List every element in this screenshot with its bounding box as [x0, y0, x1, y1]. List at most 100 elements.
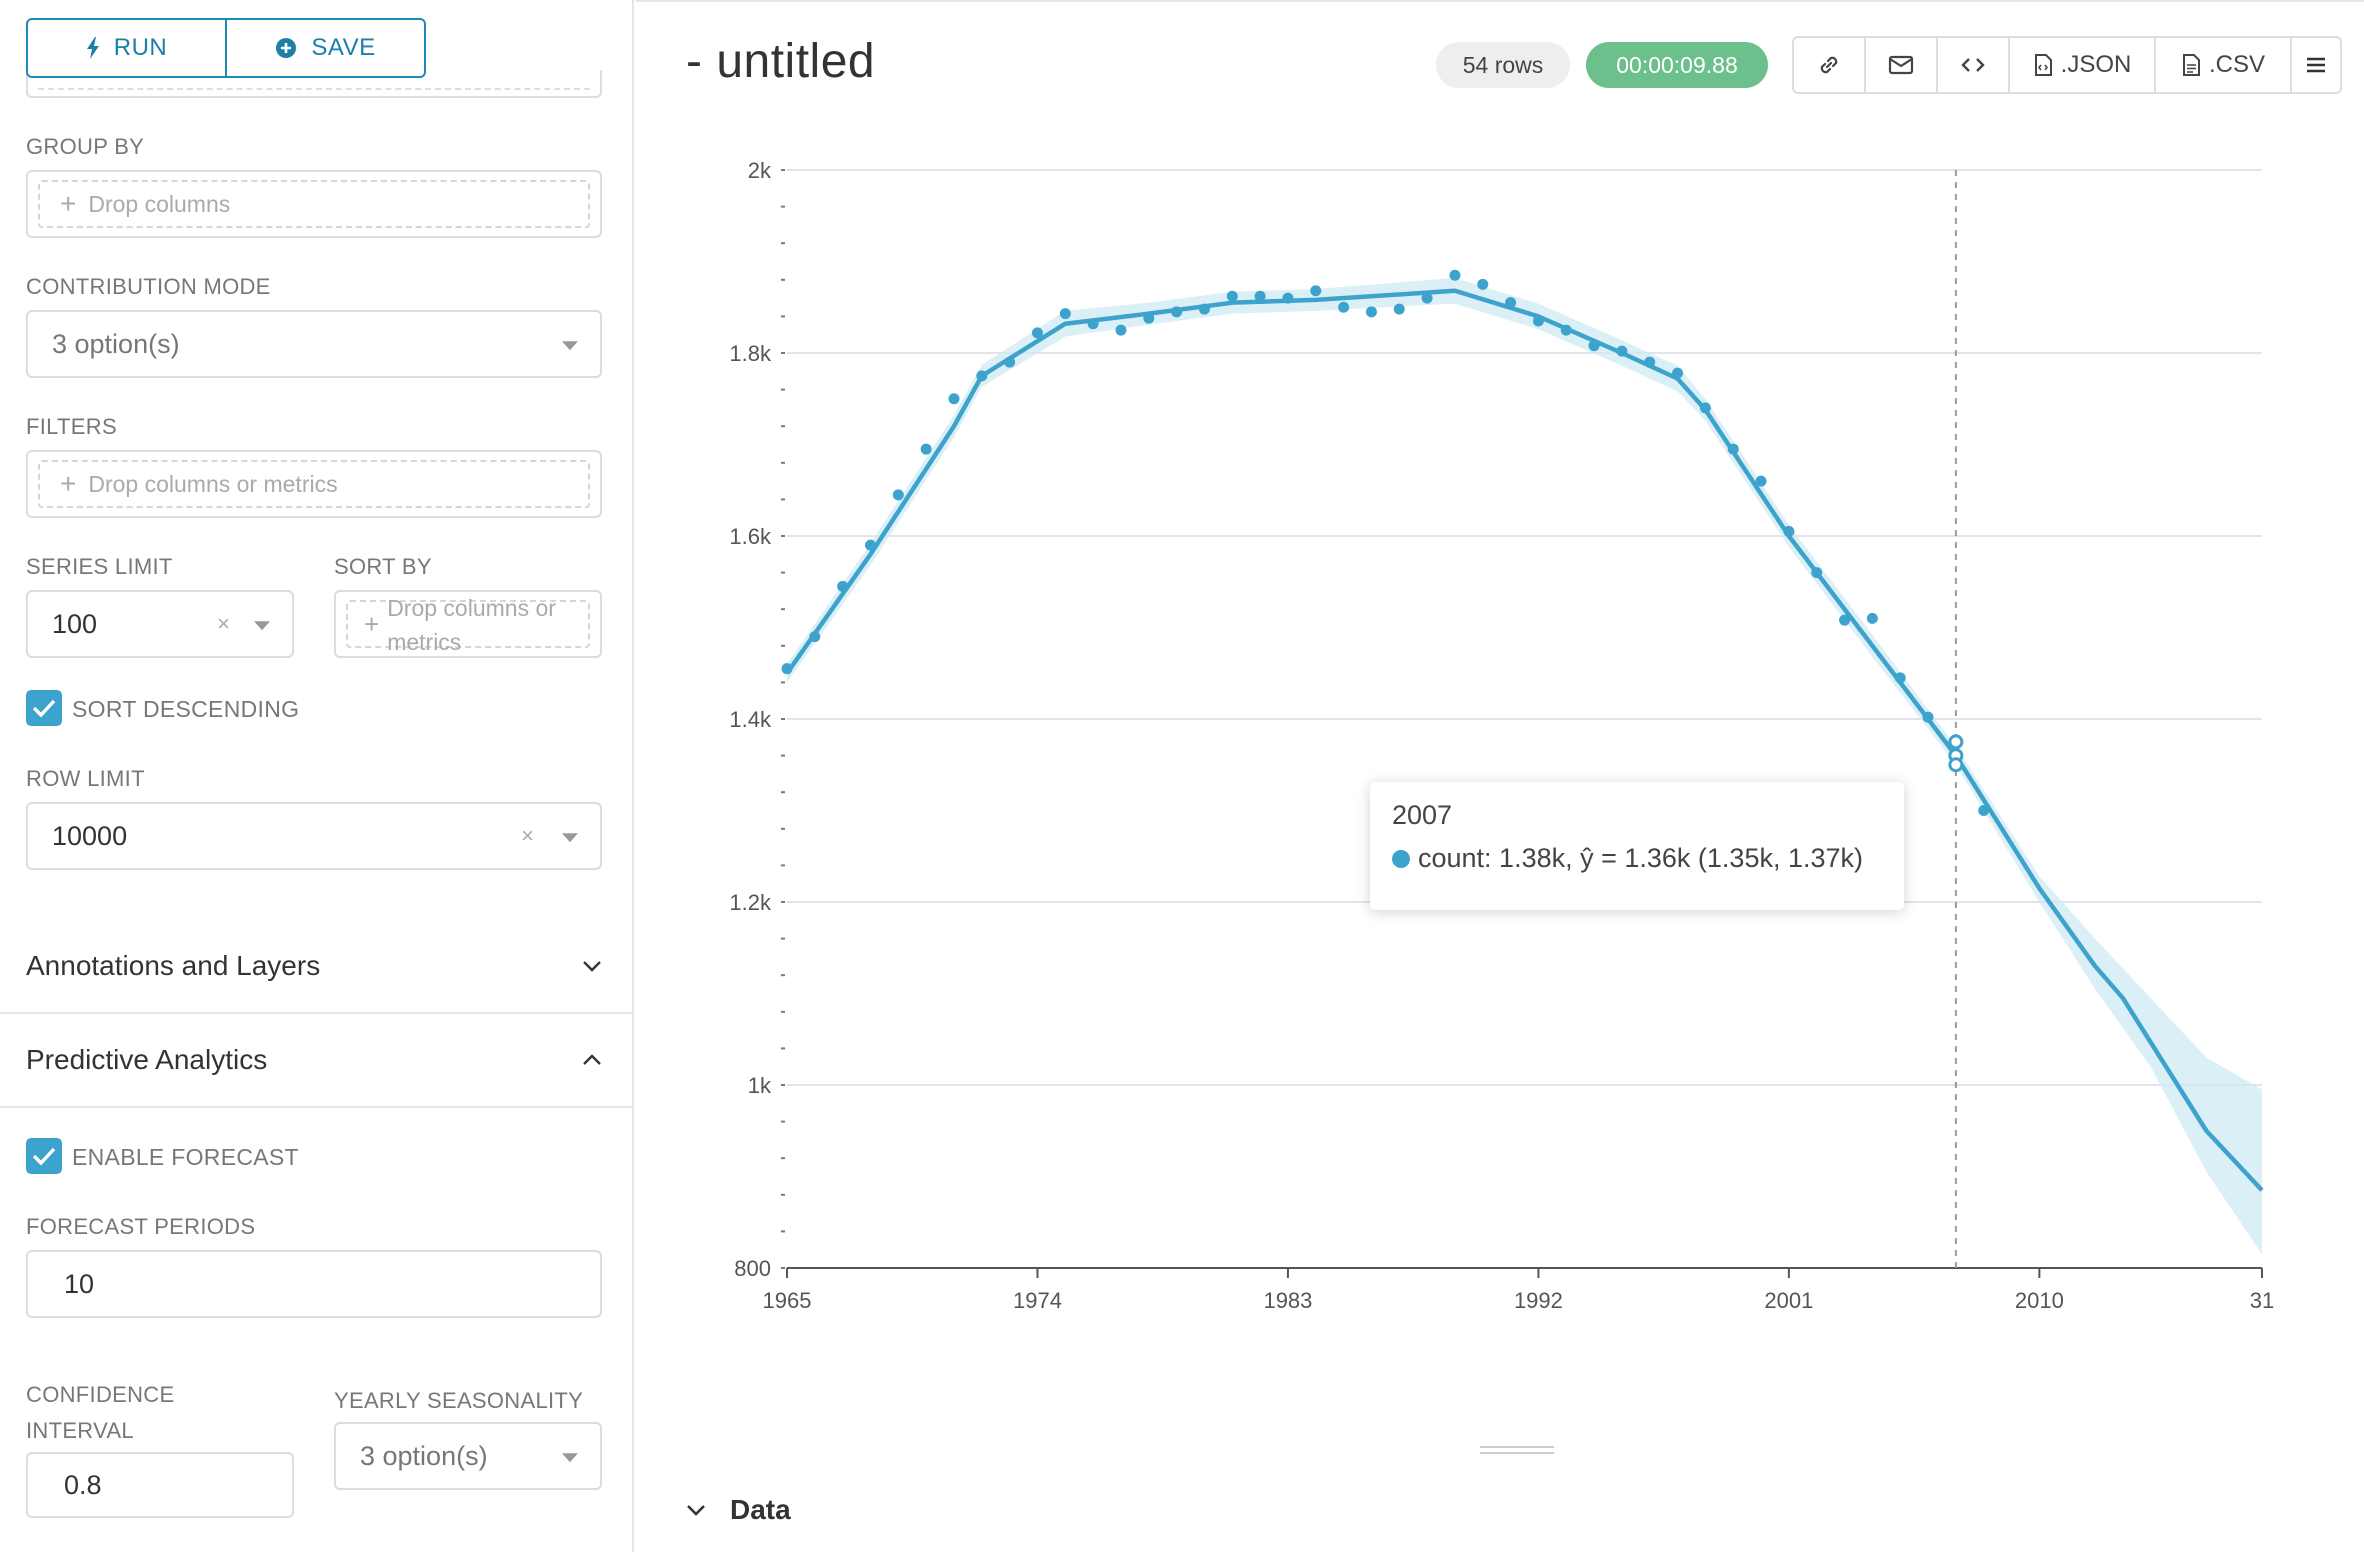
observed-point [1198, 303, 1210, 315]
confidence-band [787, 277, 2262, 1255]
row-limit-label: ROW LIMIT [26, 766, 145, 791]
mail-icon [1888, 55, 1914, 75]
enable-forecast-label: ENABLE FORECAST [72, 1144, 299, 1170]
observed-point [1616, 345, 1628, 357]
resize-handle[interactable] [1480, 1446, 1554, 1456]
export-json-button[interactable]: .JSON [2010, 38, 2156, 92]
observed-point [1755, 475, 1767, 487]
code-icon [1961, 58, 1985, 72]
observed-point [1839, 614, 1851, 626]
contribution-mode-value: 3 option(s) [52, 328, 180, 359]
observed-point [1699, 402, 1711, 414]
embed-code-button[interactable] [1938, 38, 2010, 92]
enable-forecast-checkbox[interactable] [26, 1138, 62, 1174]
observed-point [920, 443, 932, 455]
chevron-up-icon [583, 1054, 601, 1065]
chart-panel: - untitled 54 rows 00:00:09.88 .JSON [636, 0, 2364, 1552]
row-limit-select[interactable]: 10000 × [26, 802, 602, 870]
filters-placeholder: Drop columns or metrics [88, 470, 338, 497]
chevron-down-icon [562, 341, 578, 351]
observed-point [1365, 306, 1377, 318]
contribution-mode-select[interactable]: 3 option(s) [26, 310, 602, 378]
run-button[interactable]: RUN [28, 20, 225, 76]
observed-point [1338, 301, 1350, 313]
observed-point [1505, 297, 1517, 309]
observed-point [864, 539, 876, 551]
clear-icon[interactable]: × [521, 823, 534, 848]
group-by-drop-zone[interactable]: + Drop columns [26, 170, 602, 238]
y-tick-label: 1.4k [729, 707, 772, 732]
bolt-icon [86, 37, 99, 59]
confidence-interval-input[interactable]: 0.8 [26, 1452, 294, 1518]
plus-icon: + [364, 608, 380, 639]
observed-point [1727, 443, 1739, 455]
sort-by-placeholder-line1: Drop columns or [387, 595, 556, 621]
file-text-icon [2182, 54, 2200, 76]
observed-point [892, 489, 904, 501]
observed-point [1087, 318, 1099, 330]
sort-by-drop-zone[interactable]: + Drop columns or metrics [334, 590, 602, 658]
csv-label: .CSV [2208, 51, 2265, 78]
observed-point [1894, 672, 1906, 684]
timer-text: 00:00:09.88 [1616, 51, 1738, 78]
row-limit-value: 10000 [52, 820, 128, 851]
observed-point [948, 393, 960, 405]
series-limit-select[interactable]: 100 × [26, 590, 294, 658]
metric-drop-zone[interactable] [26, 70, 602, 98]
data-section-toggle[interactable]: Data [686, 1494, 791, 1526]
observed-point [1059, 308, 1071, 320]
filters-label: FILTERS [26, 414, 117, 439]
observed-point [1477, 278, 1489, 290]
chevron-down-icon [687, 1505, 705, 1516]
y-tick-label: 1k [748, 1073, 772, 1098]
forecast-periods-value: 10 [64, 1268, 95, 1299]
yearly-seasonality-select[interactable]: 3 option(s) [334, 1422, 602, 1490]
chevron-down-icon [562, 1453, 578, 1463]
top-divider [636, 0, 2364, 2]
sort-descending-checkbox[interactable] [26, 690, 62, 726]
chart-tooltip: 2007 count: 1.38k, ŷ = 1.36k (1.35k, 1.3… [1370, 782, 1904, 910]
more-menu-button[interactable] [2292, 38, 2340, 92]
observed-point [1282, 292, 1294, 304]
observed-point [1978, 805, 1990, 816]
clear-icon[interactable]: × [217, 611, 230, 636]
chevron-down-icon [583, 961, 601, 972]
run-save-group: RUN SAVE [26, 18, 426, 78]
copy-link-button[interactable] [1794, 38, 1866, 92]
annotations-layers-section[interactable]: Annotations and Layers [0, 920, 632, 1014]
plus-circle-icon [276, 38, 297, 58]
export-csv-button[interactable]: .CSV [2156, 38, 2292, 92]
observed-point [1310, 285, 1322, 297]
rows-badge-text: 54 rows [1462, 51, 1544, 78]
x-tick-label: 1965 [763, 1288, 812, 1313]
observed-point [976, 370, 988, 382]
yearly-seasonality-label: YEARLY SEASONALITY [334, 1388, 584, 1413]
contribution-mode-label: CONTRIBUTION MODE [26, 274, 271, 299]
confidence-interval-value: 0.8 [64, 1469, 102, 1500]
page-title[interactable]: - untitled [686, 35, 876, 88]
json-label: .JSON [2060, 51, 2132, 78]
observed-point [1421, 292, 1433, 304]
run-label: RUN [113, 34, 168, 61]
forecast-line-chart[interactable]: 800 1k 1.2k 1.4k 1.6k 1.8k 2k 1965 1974 1983 1992 2… [636, 0, 2364, 1400]
share-email-button[interactable] [1866, 38, 1938, 92]
chevron-down-icon [562, 833, 578, 843]
predictive-analytics-section[interactable]: Predictive Analytics [0, 1014, 632, 1108]
forecast-periods-input[interactable]: 10 [26, 1250, 602, 1318]
group-by-placeholder: Drop columns [88, 190, 231, 217]
y-tick-label: 1.8k [729, 341, 772, 366]
observed-point [1143, 312, 1155, 324]
link-icon [1820, 56, 1838, 74]
group-by-label: GROUP BY [26, 134, 145, 159]
plus-icon: + [60, 468, 77, 499]
hover-marker [1948, 734, 1964, 750]
observed-point [1922, 711, 1934, 723]
confidence-interval-label-line1: CONFIDENCE [26, 1382, 175, 1407]
observed-point [1672, 367, 1684, 379]
observed-point [1560, 324, 1572, 336]
x-tick-label: 31 [2250, 1288, 2274, 1313]
save-button[interactable]: SAVE [225, 20, 424, 76]
plus-icon: + [60, 188, 77, 219]
chart-toolbar: .JSON .CSV [1792, 36, 2342, 94]
filters-drop-zone[interactable]: + Drop columns or metrics [26, 450, 602, 518]
